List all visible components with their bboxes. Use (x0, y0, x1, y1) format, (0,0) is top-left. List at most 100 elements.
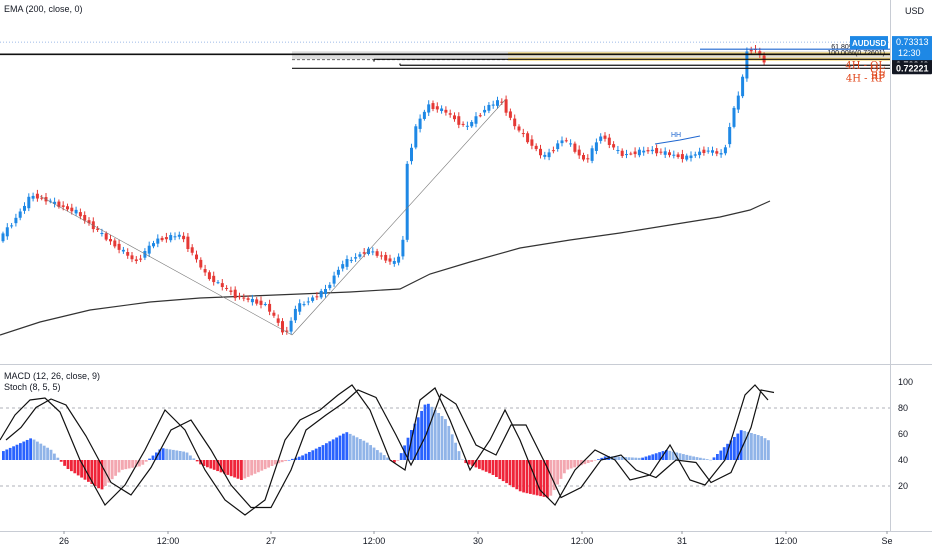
candle-body (113, 240, 117, 247)
macd-bar (110, 460, 114, 480)
macd-bar (359, 439, 362, 460)
macd-bar (121, 460, 124, 470)
time-tick-label: 12:00 (363, 536, 386, 546)
macd-bar (433, 409, 437, 460)
macd-bar (12, 446, 15, 460)
stoch-indicator-label[interactable]: Stoch (8, 5, 5) (4, 382, 61, 392)
macd-bar (345, 432, 349, 460)
candle-body (349, 259, 353, 261)
time-tick-label: 12:00 (775, 536, 798, 546)
macd-bar (158, 449, 162, 460)
macd-bar (627, 457, 631, 460)
macd-bar (756, 435, 760, 460)
macd-bar (369, 445, 372, 460)
ema-indicator-label[interactable]: EMA (200, close, 0) (4, 4, 83, 14)
macd-bar (229, 460, 233, 477)
macd-bar (617, 456, 621, 460)
candle-body (358, 254, 362, 257)
macd-bar (406, 437, 410, 460)
macd-bar (658, 452, 661, 460)
level-price-badge (892, 62, 932, 75)
candle-body (680, 154, 684, 160)
macd-bar (695, 457, 699, 460)
macd-bar (124, 460, 128, 470)
macd-bar (542, 460, 546, 497)
macd-bar (141, 460, 145, 465)
macd-bar (19, 443, 22, 460)
macd-bar (107, 460, 111, 483)
macd-bar (172, 449, 175, 460)
candle-body (160, 237, 164, 241)
macd-bar (671, 451, 675, 460)
stoch-k-line (0, 384, 769, 516)
candle-body (354, 257, 358, 259)
macd-bar (733, 437, 736, 460)
macd-bar (236, 460, 240, 479)
macd-bar (484, 460, 488, 472)
macd-bar (739, 430, 743, 460)
macd-bar (134, 460, 138, 468)
candle-body (723, 147, 727, 154)
candle-body (719, 153, 723, 155)
candle-body (625, 154, 628, 156)
candle-body (186, 236, 190, 250)
macd-bar (525, 460, 529, 494)
stoch-d-line (5, 389, 775, 509)
candle-body (100, 232, 104, 234)
macd-bar (15, 444, 19, 460)
macd-bar (301, 455, 304, 460)
candle-body (315, 296, 319, 298)
macd-bar (219, 460, 223, 473)
macd-bar (488, 460, 491, 474)
macd-bar (549, 460, 553, 496)
candle-body (440, 108, 444, 112)
macd-bar (597, 459, 600, 460)
macd-bar (270, 460, 274, 467)
macd-bar (515, 460, 519, 490)
candle-body (220, 283, 224, 288)
macd-bar (539, 460, 542, 497)
candle-body (130, 255, 134, 260)
macd-bar (722, 447, 726, 460)
macd-bar (355, 437, 359, 460)
candle-body (225, 287, 229, 289)
candle-body (182, 235, 186, 240)
candle-body (302, 304, 306, 306)
candle-body (749, 49, 753, 52)
candle-body (233, 289, 237, 299)
macd-bar (437, 412, 440, 460)
candle-body (715, 151, 719, 154)
candle-body (66, 206, 69, 210)
candle-body (706, 150, 710, 152)
candle-body (668, 152, 671, 156)
time-tick-label: 12:00 (571, 536, 594, 546)
macd-bar (668, 450, 672, 460)
macd-indicator-label[interactable]: MACD (12, 26, close, 9) (4, 371, 101, 381)
macd-bar (382, 455, 386, 460)
macd-bar (637, 457, 641, 460)
last-price-badge (892, 36, 932, 61)
candle-body (513, 118, 517, 127)
candle-body (379, 255, 383, 257)
macd-bar (512, 460, 515, 488)
macd-bar (260, 460, 264, 471)
level-price-label: 0.72221 (896, 63, 929, 73)
candle-body (564, 140, 568, 142)
candle-body (629, 153, 633, 155)
indicator-tick-label: 40 (898, 455, 908, 465)
ema-line (0, 200, 771, 336)
candle-body (637, 149, 641, 156)
symbol-badge-label: AUDUSD (852, 39, 886, 48)
candle-body (663, 151, 667, 155)
macd-bar (709, 459, 712, 461)
macd-bar (631, 457, 634, 460)
time-tick-label: 26 (59, 536, 69, 546)
macd-bar (576, 460, 580, 467)
candle-body (259, 300, 263, 305)
macd-bar (80, 460, 83, 478)
candle-body (336, 269, 340, 275)
candle-body (474, 116, 478, 124)
macd-bar (70, 460, 73, 472)
